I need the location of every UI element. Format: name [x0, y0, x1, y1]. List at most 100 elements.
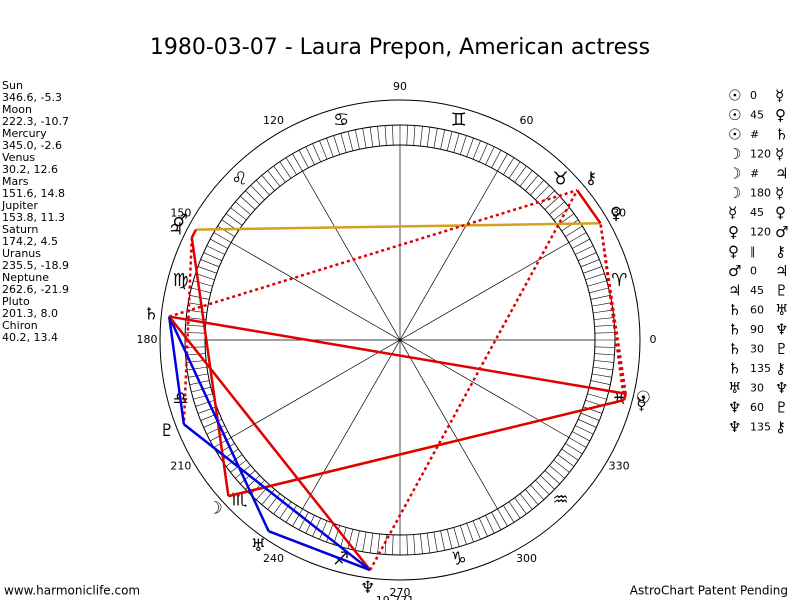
degree-tick: [491, 512, 502, 530]
aspect-type: 30: [750, 382, 764, 395]
degree-tick: [305, 146, 315, 165]
degree-tick: [519, 170, 533, 187]
degree-tick: [525, 489, 539, 505]
planet-name: Chiron: [2, 319, 38, 332]
planet-name: Neptune: [2, 271, 49, 284]
aspect-from: ♅: [728, 379, 741, 397]
degree-tick: [583, 406, 603, 414]
planet-name: Moon: [2, 103, 32, 116]
aspect-type: 180: [750, 187, 771, 200]
degree-tick: [340, 133, 347, 153]
degree-tick: [503, 157, 515, 175]
degree-tick: [479, 518, 488, 537]
degree-tick: [572, 431, 590, 442]
degree-tick: [466, 523, 474, 543]
zodiac-sign: ♒: [552, 490, 568, 511]
degree-tick: [355, 530, 360, 551]
planet-position: 151.6, 14.8: [2, 187, 65, 200]
aspect-from: ☉: [728, 126, 741, 144]
aspect-to: ⚷: [775, 360, 786, 378]
planet-position: 201.3, 8.0: [2, 307, 58, 320]
aspect-type: 0: [750, 265, 757, 278]
degree-tick: [583, 266, 603, 274]
planet-glyph: ♇: [159, 421, 174, 441]
degree-tick: [466, 137, 474, 157]
degree-tick: [514, 497, 527, 515]
degree-tick: [544, 470, 560, 485]
degree-tick: [459, 135, 467, 155]
aspect-type: 135: [750, 421, 771, 434]
aspect-line: [167, 316, 186, 425]
degree-tick: [544, 195, 560, 210]
aspect-to: ☿: [775, 184, 784, 202]
degree-tick: [587, 393, 607, 400]
degree-tick: [193, 393, 213, 400]
degree-tick: [384, 534, 387, 555]
planet-position: 235.5, -18.9: [2, 259, 69, 272]
zodiac-sign: ♊: [451, 110, 467, 131]
aspect-from: ♄: [728, 360, 741, 378]
degree-tick: [568, 232, 587, 243]
degree-tick: [514, 165, 527, 183]
degree-tick: [197, 406, 217, 414]
planet-position: 40.2, 13.4: [2, 331, 58, 344]
degree-tick: [591, 302, 612, 307]
aspect-from: ☉: [728, 106, 741, 124]
degree-tick: [250, 480, 265, 495]
degree-tick: [406, 534, 408, 555]
degree-tick: [191, 287, 211, 294]
planet-name: Saturn: [2, 223, 38, 236]
degree-tick: [491, 150, 502, 168]
aspect-type: 45: [750, 206, 764, 219]
degree-tick: [446, 529, 453, 549]
degree-tick: [535, 185, 550, 200]
degree-tick: [312, 143, 321, 162]
zodiac-sign: ♌: [231, 168, 247, 189]
degree-tick: [525, 175, 539, 191]
planet-glyph: ☽: [207, 498, 222, 518]
degree-tick: [440, 129, 445, 150]
aspect-from: ♀: [728, 223, 739, 241]
aspect-line: [182, 237, 194, 425]
degree-tick: [197, 266, 217, 274]
degree-tick: [298, 150, 309, 168]
planet-position: 30.2, 12.6: [2, 163, 58, 176]
zodiac-sign: ♈: [611, 270, 627, 291]
planet-position: 345.0, -2.6: [2, 139, 62, 152]
planet-glyph: ♆: [360, 578, 375, 598]
degree-tick: [440, 530, 445, 551]
planet-name: Pluto: [2, 295, 30, 308]
degree-label: 330: [609, 460, 630, 473]
degree-tick: [185, 324, 206, 327]
planet-name: Uranus: [2, 247, 41, 260]
degree-tick: [347, 529, 354, 549]
degree-tick: [561, 448, 579, 461]
degree-tick: [580, 259, 600, 268]
footer-right: AstroChart Patent Pending: [630, 584, 788, 598]
aspect-to: ♆: [775, 379, 788, 397]
aspect-to: ☿: [775, 87, 784, 105]
degree-tick: [503, 505, 515, 523]
planet-glyph: ♀: [610, 204, 622, 224]
degree-tick: [530, 484, 545, 500]
degree-tick: [217, 225, 235, 237]
degree-tick: [285, 505, 297, 523]
aspect-type: #: [750, 128, 759, 141]
degree-tick: [459, 525, 467, 545]
aspect-to: ♀: [775, 204, 786, 222]
degree-tick: [213, 437, 232, 448]
degree-tick: [185, 332, 206, 334]
degree-tick: [572, 238, 590, 249]
degree-tick: [594, 353, 615, 356]
degree-tick: [426, 127, 431, 147]
planet-glyph: ♂: [172, 211, 187, 231]
aspect-from: ☽: [728, 165, 741, 183]
degree-tick: [187, 309, 207, 314]
degree-tick: [206, 425, 225, 435]
degree-tick: [472, 520, 481, 540]
degree-tick: [575, 425, 594, 435]
degree-tick: [355, 129, 360, 150]
aspect-line: [183, 423, 371, 572]
aspect-to: ⚷: [775, 243, 786, 261]
degree-tick: [319, 140, 328, 160]
